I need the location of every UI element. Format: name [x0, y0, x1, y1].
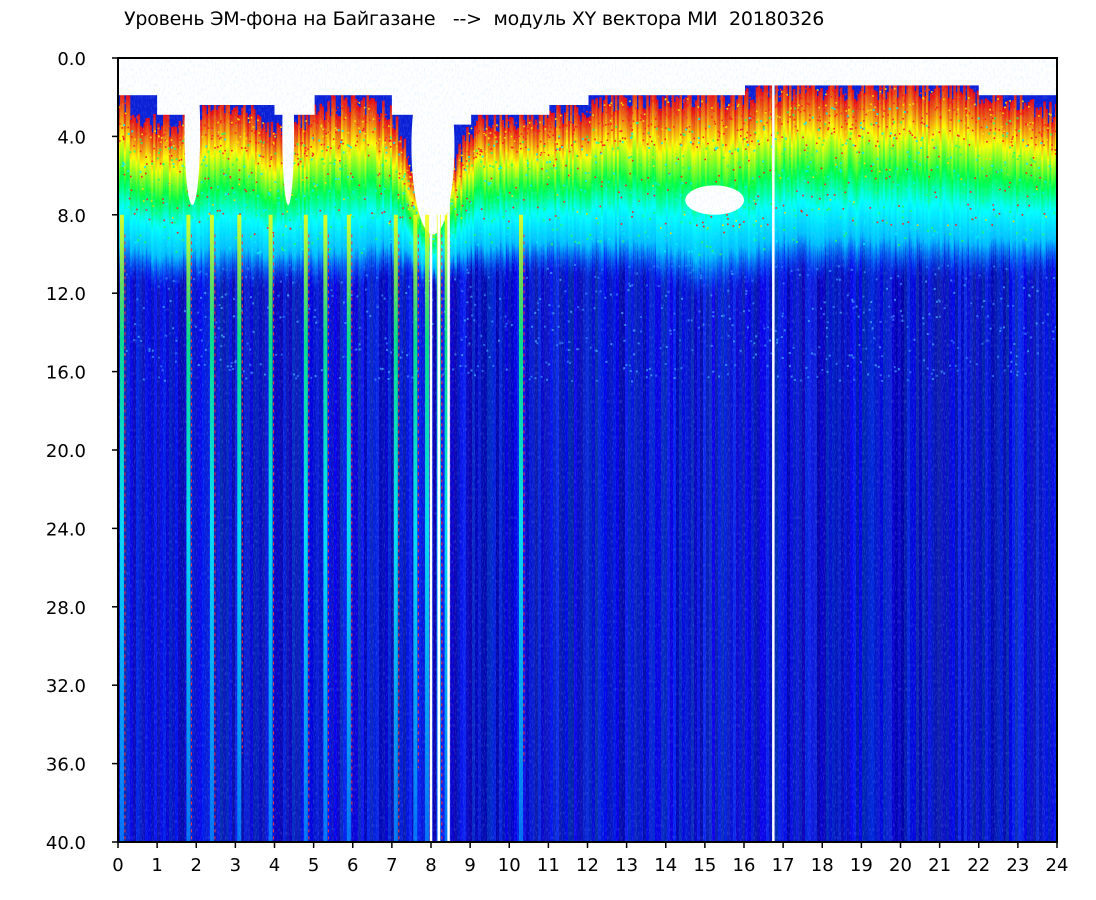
x-tick-label: 9: [464, 855, 475, 876]
y-tick-label: 8.0: [57, 206, 86, 227]
x-tick-label: 15: [693, 855, 716, 876]
x-tick-label: 2: [191, 855, 202, 876]
y-axis: 0.0 4.0 8.0 12.0 16.0 20.0 24.0 28.0 32.0 36.0 40.…: [46, 49, 118, 854]
x-tick-label: 22: [967, 855, 990, 876]
x-tick-label: 4: [269, 855, 280, 876]
x-tick-label: 1: [151, 855, 162, 876]
y-tick-label: 16.0: [46, 363, 86, 384]
heatmap-grain: [118, 58, 1057, 842]
chart-title: Уровень ЭМ-фона на Байгазане --> модуль …: [124, 8, 825, 30]
plot-area: [118, 58, 1057, 842]
x-tick-label: 10: [498, 855, 521, 876]
x-tick-label: 7: [386, 855, 397, 876]
y-tick-label: 12.0: [46, 284, 86, 305]
x-tick-label: 20: [889, 855, 912, 876]
x-tick-label: 12: [576, 855, 599, 876]
x-tick-label: 5: [308, 855, 319, 876]
x-tick-label: 13: [615, 855, 638, 876]
x-tick-label: 6: [347, 855, 358, 876]
x-tick-label: 8: [425, 855, 436, 876]
x-tick-label: 3: [230, 855, 241, 876]
y-tick-label: 32.0: [46, 676, 86, 697]
y-tick-label: 28.0: [46, 598, 86, 619]
y-tick-label: 24.0: [46, 519, 86, 540]
x-tick-label: 19: [850, 855, 873, 876]
x-tick-label: 0: [112, 855, 123, 876]
x-tick-label: 21: [928, 855, 951, 876]
y-tick-label: 36.0: [46, 755, 86, 776]
x-tick-label: 11: [537, 855, 560, 876]
y-tick-label: 20.0: [46, 441, 86, 462]
x-tick-label: 24: [1046, 855, 1069, 876]
x-tick-label: 23: [1006, 855, 1029, 876]
y-tick-label: 40.0: [46, 833, 86, 854]
y-tick-label: 0.0: [57, 49, 86, 70]
x-axis: 0 1 2 3 4 5 6 7 8 9 10 11 12 13 14 15 16 17 18 19 20 21 22 23 24: [112, 842, 1068, 876]
y-tick-label: 4.0: [57, 127, 86, 148]
x-tick-label: 16: [733, 855, 756, 876]
x-tick-label: 18: [811, 855, 834, 876]
x-tick-label: 14: [654, 855, 677, 876]
x-tick-label: 17: [772, 855, 795, 876]
